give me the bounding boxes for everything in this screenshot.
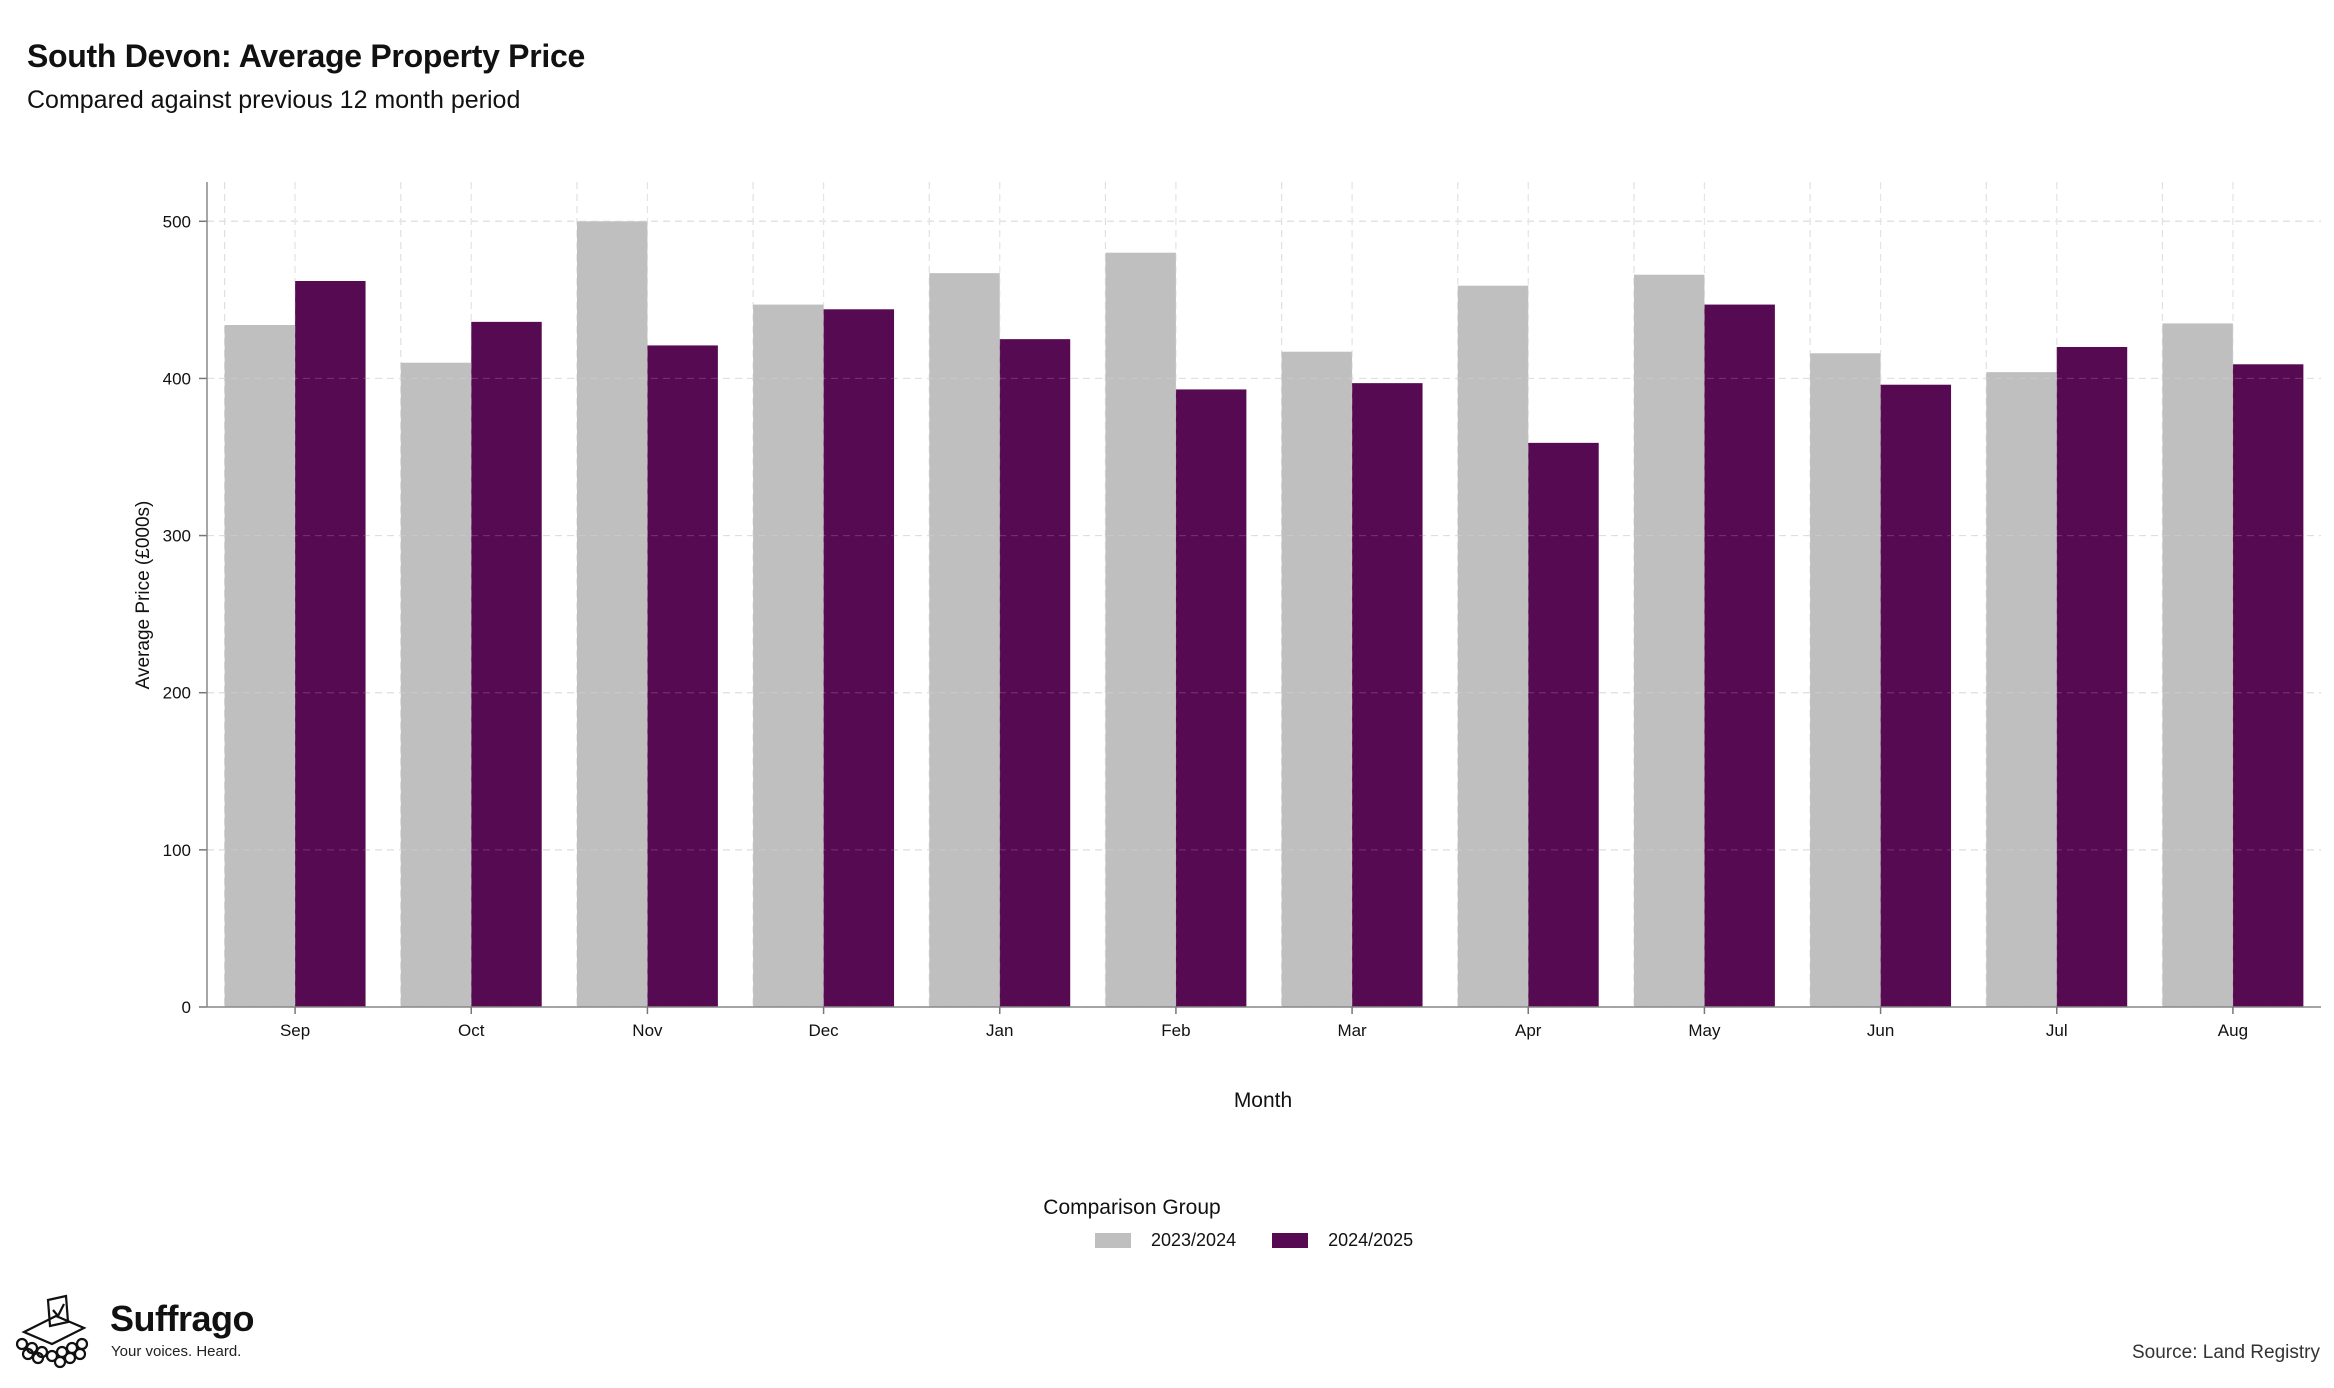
legend-label: 2023/2024	[1151, 1230, 1237, 1250]
source-note: Source: Land Registry	[2132, 1342, 2320, 1363]
bar-2024-2025-mar	[1352, 383, 1423, 1008]
legend-swatch	[1272, 1233, 1309, 1248]
bar-2023-2024-apr	[1457, 285, 1529, 1007]
bar-2023-2024-may	[1633, 274, 1705, 1007]
x-tick-label: Dec	[808, 1021, 839, 1040]
bar-2024-2025-jul	[2056, 347, 2128, 1007]
bar-2023-2024-nov	[576, 221, 648, 1008]
bar-2024-2025-jun	[1880, 384, 1952, 1007]
x-tick-label: Feb	[1161, 1021, 1190, 1040]
bar-2023-2024-dec	[753, 304, 824, 1008]
bar-2024-2025-jan	[999, 339, 1071, 1008]
x-axis-label: Month	[1234, 1089, 1292, 1112]
x-tick-label: Jun	[1867, 1021, 1894, 1040]
axes: 0 100 200 300 400 500 Sep Oct Nov Dec Jan Feb Mar Apr…	[163, 182, 2321, 1040]
x-tick-label: Jan	[986, 1021, 1013, 1040]
bar-2024-2025-aug	[2232, 364, 2304, 1007]
legend-swatch	[1095, 1233, 1131, 1248]
brand-name: Suffrago	[110, 1298, 255, 1339]
y-tick-label: 500	[163, 212, 191, 231]
x-tick-label: Sep	[280, 1021, 310, 1040]
y-tick-label: 100	[163, 841, 191, 860]
bar-2023-2024-jun	[1810, 353, 1881, 1007]
x-tick-label: Oct	[458, 1021, 485, 1040]
legend-label: 2024/2025	[1328, 1230, 1414, 1250]
chart-title: South Devon: Average Property Price	[27, 38, 585, 74]
x-tick-label: Nov	[632, 1021, 663, 1040]
bar-2024-2025-apr	[1528, 442, 1599, 1007]
y-tick-label: 200	[163, 684, 191, 703]
x-tick-label: Jul	[2046, 1021, 2068, 1040]
bar-2024-2025-feb	[1175, 389, 1247, 1007]
bar-2023-2024-jul	[1986, 372, 2057, 1008]
bar-2023-2024-oct	[400, 362, 472, 1007]
bar-2024-2025-may	[1704, 304, 1775, 1008]
legend-item-2023-2024: 2023/2024	[1095, 1230, 1236, 1251]
bar-chart: 0 100 200 300 400 500 Sep Oct Nov Dec Jan Feb Mar Apr…	[133, 182, 2321, 1112]
bar-2024-2025-sep	[295, 281, 366, 1007]
y-tick-label: 0	[182, 998, 191, 1017]
legend-item-2024-2025: 2024/2025	[1272, 1230, 1413, 1251]
bar-2023-2024-feb	[1105, 252, 1176, 1007]
bar-2023-2024-mar	[1281, 351, 1353, 1007]
ballot-box-icon	[15, 1294, 89, 1369]
legend-title: Comparison Group	[1043, 1196, 1221, 1219]
bar-2024-2025-nov	[647, 345, 718, 1007]
x-tick-label: Mar	[1337, 1021, 1367, 1040]
bar-2023-2024-aug	[2162, 323, 2233, 1007]
legend-entries: 2023/2024 2024/2025	[1095, 1230, 1449, 1251]
y-axis-label: Average Price (£000s)	[133, 501, 154, 690]
y-tick-label: 300	[163, 527, 191, 546]
brand-tagline: Your voices. Heard.	[111, 1343, 242, 1360]
bar-2024-2025-dec	[823, 309, 895, 1007]
chart-subtitle: Compared against previous 12 month perio…	[27, 86, 521, 114]
bar-2023-2024-jan	[929, 273, 1000, 1008]
bars	[207, 182, 2321, 1008]
y-tick-label: 400	[163, 369, 191, 388]
bar-2024-2025-oct	[471, 321, 542, 1007]
x-tick-label: Apr	[1515, 1021, 1542, 1040]
x-tick-label: Aug	[2218, 1021, 2248, 1040]
x-tick-label: May	[1688, 1021, 1721, 1040]
bar-2023-2024-sep	[224, 325, 296, 1007]
